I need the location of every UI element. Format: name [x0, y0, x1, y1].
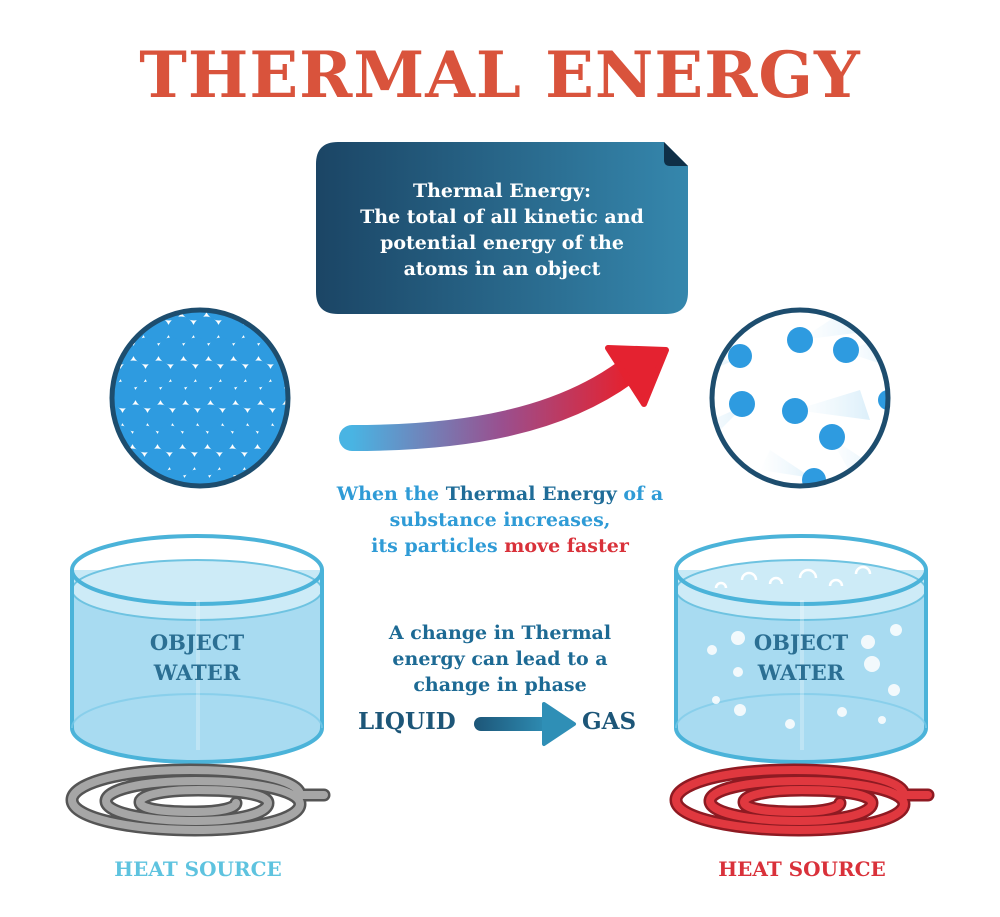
- particle: [787, 327, 813, 353]
- right-object-label: OBJECT WATER: [701, 628, 901, 688]
- right-water-container: [674, 534, 928, 764]
- particle: [206, 425, 234, 453]
- particle: [119, 360, 147, 388]
- caption-text: When the: [336, 483, 446, 505]
- slow-particles-circle: [109, 307, 291, 489]
- left-heat-coil: [65, 763, 331, 837]
- particle: [259, 381, 287, 409]
- caption-line: substance increases,: [389, 509, 611, 531]
- object-label-line: WATER: [153, 660, 241, 685]
- caption-line: A change in Thermal: [388, 622, 612, 644]
- definition-text: Thermal Energy: The total of all kinetic…: [316, 178, 688, 282]
- caption-highlight: Thermal Energy: [445, 483, 617, 505]
- particle: [192, 316, 220, 344]
- particle: [729, 391, 755, 417]
- particle: [159, 381, 187, 409]
- page-title: THERMAL ENERGY: [139, 38, 861, 113]
- object-label-line: WATER: [757, 660, 845, 685]
- particle: [209, 381, 237, 409]
- phase-caption: A change in Thermal energy can lead to a…: [330, 620, 670, 698]
- particle: [121, 404, 149, 432]
- particle: [218, 448, 246, 476]
- particle: [244, 360, 272, 388]
- right-heat-source-label: HEAT SOURCE: [718, 857, 886, 881]
- particle: [146, 404, 174, 432]
- particle: [134, 381, 162, 409]
- definition-line: atoms in an object: [403, 258, 601, 280]
- caption-line: When the Thermal Energy of a: [300, 481, 700, 507]
- particle: [782, 398, 808, 424]
- particle: [183, 469, 211, 486]
- caption-line: its particles move faster: [300, 533, 700, 559]
- particle: [728, 344, 752, 368]
- particle: [194, 360, 222, 388]
- left-heat-source-label: HEAT SOURCE: [114, 857, 282, 881]
- particle: [181, 425, 209, 453]
- motion-caption: When the Thermal Energy of a substance i…: [300, 481, 700, 559]
- particle: [219, 360, 247, 388]
- boiling-surface: [714, 565, 872, 589]
- particle: [207, 337, 235, 365]
- particle: [193, 448, 221, 476]
- particle: [217, 316, 245, 344]
- object-label-line: OBJECT: [753, 630, 849, 655]
- particle: [232, 337, 260, 365]
- particle: [157, 337, 185, 365]
- caption-text: its particles: [371, 535, 505, 557]
- particle: [171, 404, 199, 432]
- particle: [167, 316, 195, 344]
- particle: [833, 337, 859, 363]
- phase-gas-label: GAS: [582, 708, 637, 735]
- particle: [156, 425, 184, 453]
- particle: [112, 381, 137, 409]
- caption-text: of a: [616, 483, 664, 505]
- folded-corner: [664, 142, 688, 166]
- definition-line: The total of all kinetic and: [360, 206, 644, 228]
- phase-change-arrow: [474, 702, 576, 746]
- right-heat-coil: [669, 763, 935, 837]
- particle: [180, 310, 208, 321]
- particle: [246, 404, 274, 432]
- caption-line: energy can lead to a: [392, 648, 608, 670]
- left-water-container: [70, 534, 324, 764]
- left-object-label: OBJECT WATER: [97, 628, 297, 688]
- particle: [231, 425, 259, 453]
- particle: [184, 381, 212, 409]
- phase-liquid-label: LIQUID: [358, 708, 456, 735]
- particle: [168, 448, 196, 476]
- particle: [182, 337, 210, 365]
- definition-line: Thermal Energy:: [412, 180, 592, 202]
- particle: [802, 468, 826, 486]
- caption-line: change in phase: [413, 674, 587, 696]
- particle: [132, 337, 160, 365]
- particle: [144, 360, 172, 388]
- fast-particles-circle: [709, 307, 891, 489]
- particle: [878, 390, 888, 410]
- particle: [221, 404, 249, 432]
- caption-emphasis: move faster: [504, 535, 629, 557]
- particle: [131, 425, 159, 453]
- rising-bubbles: [707, 624, 902, 729]
- particle: [819, 424, 845, 450]
- particle: [196, 404, 224, 432]
- energy-increase-arrow: [339, 345, 669, 451]
- particle: [234, 381, 262, 409]
- definition-box: [316, 142, 688, 314]
- particle: [169, 360, 197, 388]
- definition-line: potential energy of the: [380, 232, 624, 254]
- object-label-line: OBJECT: [149, 630, 245, 655]
